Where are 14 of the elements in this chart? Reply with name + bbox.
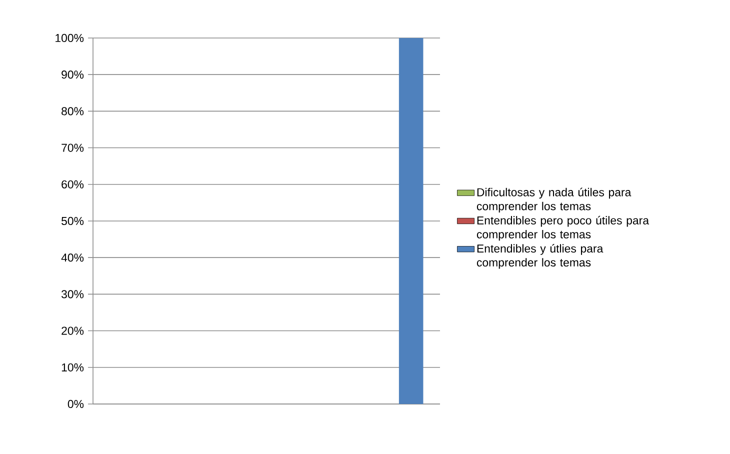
legend-label: Dificultosas y nada útiles para comprender los temas [476,188,632,213]
y-tick-label: 30% [61,290,84,298]
y-tick-label: 70% [62,144,84,152]
legend-label: Entendibles y útlies para comprender los temas [476,244,604,269]
y-tick-label: 40% [61,254,84,262]
y-tick-label: 50% [62,216,84,226]
legend-label: Entendibles pero poco útiles para comprender los temas [476,216,650,241]
y-tick-label: 60% [62,180,84,188]
y-tick-label: 20% [62,326,84,335]
y-tick-label: 80% [62,107,84,116]
y-tick-label: 90% [62,70,84,79]
y-tick-label: 10% [62,363,84,372]
y-tick-label: 0% [68,400,84,408]
y-tick-label: 100% [56,34,84,42]
